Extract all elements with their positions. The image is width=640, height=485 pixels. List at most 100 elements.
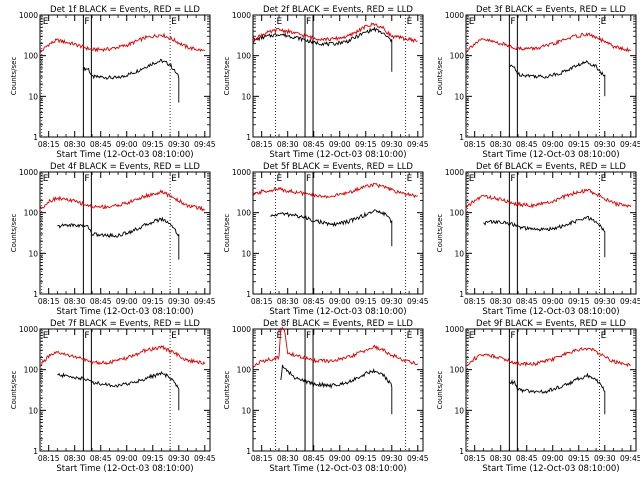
marker-label: E [601, 17, 607, 27]
x-axis-label: Start Time (12-Oct-03 08:10:00) [56, 307, 193, 317]
panel-3: Det 3f BLACK = Events, RED = LLD 1 10 100 10… [436, 5, 640, 160]
y-tick-label: 10 [241, 406, 251, 415]
plot-frame [39, 171, 211, 295]
panel-title: Det 9f BLACK = Events, RED = LLD [476, 319, 626, 329]
y-tick-label: 10 [241, 249, 251, 258]
x-tick-label: 09:15 [568, 297, 590, 306]
x-tick-label: 09:30 [594, 140, 616, 149]
panel-8: Det 8f BLACK = Events, RED = LLD 1 10 100 10… [223, 319, 429, 474]
marker-label: F [84, 331, 89, 341]
y-tick-label: 100 [450, 366, 465, 375]
series-lld-line [465, 32, 632, 53]
y-tick-label: 1 [246, 290, 251, 299]
series-events-line [483, 215, 606, 258]
x-tick-label: 08:45 [90, 454, 112, 463]
marker-label: F [306, 331, 311, 341]
x-tick-label: 09:15 [355, 454, 377, 463]
x-tick-label: 08:15 [38, 297, 60, 306]
marker-label: F [306, 17, 311, 27]
x-tick-label: 09:45 [407, 297, 429, 306]
y-tick-label: 10 [28, 92, 38, 101]
x-axis-label: Start Time (12-Oct-03 08:10:00) [269, 150, 406, 160]
y-tick-label: 1000 [445, 325, 464, 334]
x-axis-label: Start Time (12-Oct-03 08:10:00) [56, 150, 193, 160]
x-tick-label: 09:15 [355, 297, 377, 306]
x-tick-label: 09:15 [142, 454, 164, 463]
x-tick-label: 08:45 [516, 140, 538, 149]
marker-label: F [84, 174, 89, 184]
y-tick-label: 1 [246, 447, 251, 456]
x-tick-label: 08:30 [490, 454, 512, 463]
y-tick-label: 100 [450, 209, 465, 218]
x-tick-label: 09:00 [116, 140, 138, 149]
marker-label: E [407, 17, 413, 27]
series-events-line [508, 372, 606, 415]
x-tick-label: 09:00 [542, 454, 564, 463]
x-tick-label: 08:30 [490, 297, 512, 306]
marker-label: E [601, 331, 607, 341]
y-axis-label: Counts/sec [436, 371, 444, 410]
y-tick-label: 10 [28, 249, 38, 258]
x-tick-label: 08:45 [90, 297, 112, 306]
x-tick-label: 08:30 [490, 140, 512, 149]
series-events-line [509, 60, 606, 97]
y-axis-label: Counts/sec [10, 214, 18, 253]
y-tick-label: 1000 [19, 325, 38, 334]
panel-title: Det 1f BLACK = Events, RED = LLD [50, 5, 200, 15]
y-tick-label: 100 [24, 209, 39, 218]
x-axis-label: Start Time (12-Oct-03 08:10:00) [269, 464, 406, 474]
marker-label: E [407, 174, 413, 184]
x-tick-label: 08:45 [303, 454, 325, 463]
x-tick-label: 09:30 [168, 140, 190, 149]
x-tick-label: 09:00 [116, 297, 138, 306]
x-tick-label: 09:00 [329, 454, 351, 463]
panel-5: Det 5f BLACK = Events, RED = LLD 1 10 100 10… [223, 162, 429, 317]
x-tick-label: 09:45 [407, 454, 429, 463]
series-events-line [57, 216, 180, 260]
y-tick-label: 10 [241, 92, 251, 101]
series-events-line [82, 58, 180, 103]
x-tick-label: 09:00 [116, 454, 138, 463]
y-tick-label: 1 [33, 290, 38, 299]
x-tick-label: 09:30 [381, 454, 403, 463]
x-tick-label: 09:45 [407, 140, 429, 149]
y-tick-label: 1000 [232, 168, 251, 177]
y-tick-label: 100 [24, 366, 39, 375]
marker-label: F [84, 17, 89, 27]
y-tick-label: 1000 [232, 325, 251, 334]
y-tick-label: 1 [33, 447, 38, 456]
series-events-line [57, 370, 180, 411]
x-tick-label: 08:45 [90, 140, 112, 149]
marker-label: E [43, 174, 49, 184]
series-lld-line [465, 347, 631, 368]
series-events-line [270, 209, 393, 247]
panel-title: Det 3f BLACK = Events, RED = LLD [476, 5, 626, 15]
plot-frame [465, 328, 637, 452]
x-tick-label: 09:00 [329, 140, 351, 149]
x-tick-label: 09:45 [194, 140, 216, 149]
x-tick-label: 09:45 [620, 140, 640, 149]
marker-label: F [306, 174, 311, 184]
panel-title: Det 8f BLACK = Events, RED = LLD [263, 319, 413, 329]
x-axis-label: Start Time (12-Oct-03 08:10:00) [482, 464, 619, 474]
y-tick-label: 1000 [19, 11, 38, 20]
marker-label: F [510, 331, 515, 341]
x-tick-label: 09:30 [594, 297, 616, 306]
series-lld-line [39, 32, 206, 54]
x-tick-label: 09:15 [142, 140, 164, 149]
y-axis-label: Counts/sec [223, 57, 231, 96]
x-tick-label: 09:15 [355, 140, 377, 149]
marker-label: F [510, 17, 515, 27]
series-lld-line [39, 345, 206, 367]
marker-label: E [469, 331, 475, 341]
marker-label: E [277, 174, 283, 184]
y-axis-label: Counts/sec [436, 214, 444, 253]
panel-2: Det 2f BLACK = Events, RED = LLD 1 10 100 10… [223, 5, 429, 160]
y-tick-label: 1 [459, 447, 464, 456]
x-tick-label: 09:30 [594, 454, 616, 463]
x-tick-label: 09:45 [620, 454, 640, 463]
marker-label: E [277, 17, 283, 27]
x-axis-label: Start Time (12-Oct-03 08:10:00) [56, 464, 193, 474]
x-tick-label: 09:45 [194, 297, 216, 306]
